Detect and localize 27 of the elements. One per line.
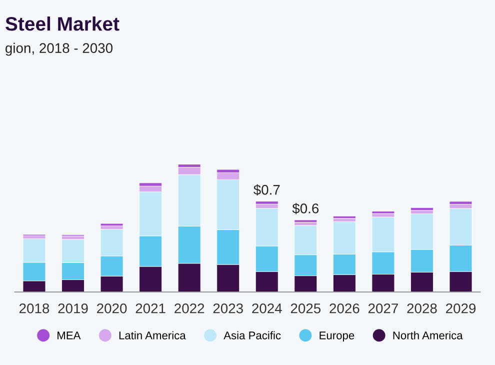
- chart-title: Steel Market: [6, 16, 120, 31]
- total-label: $0.6: [292, 202, 319, 214]
- x-tick-label: 2027: [368, 303, 398, 314]
- legend-label: North America: [393, 331, 463, 340]
- bar: [332, 216, 356, 219]
- x-tick-label: 2018: [19, 303, 50, 314]
- legend-label: MEA: [58, 332, 81, 340]
- x-tick-label: 2029: [446, 303, 476, 314]
- x-tick-label: 2026: [330, 303, 360, 314]
- chart-subtitle: gion, 2018 - 2030: [6, 42, 113, 56]
- bar: [372, 211, 395, 214]
- total-label: $0.7: [254, 184, 280, 196]
- bar: [255, 201, 278, 204]
- x-tick-label: 2023: [213, 303, 243, 314]
- legend-label: Europe: [320, 332, 354, 342]
- x-tick-label: 2021: [136, 303, 166, 314]
- x-tick-label: 2020: [97, 303, 127, 314]
- x-tick-label: 2024: [252, 303, 282, 314]
- bar: [294, 220, 318, 222]
- x-tick-label: 2022: [174, 303, 204, 314]
- x-tick-label: 2025: [290, 303, 321, 314]
- x-tick-label: 2019: [58, 303, 88, 314]
- legend-label: Asia Pacific: [224, 331, 281, 340]
- legend-label: Latin America: [119, 331, 186, 340]
- bar: [410, 207, 434, 211]
- x-tick-label: 2028: [407, 303, 437, 314]
- bar: [100, 223, 124, 226]
